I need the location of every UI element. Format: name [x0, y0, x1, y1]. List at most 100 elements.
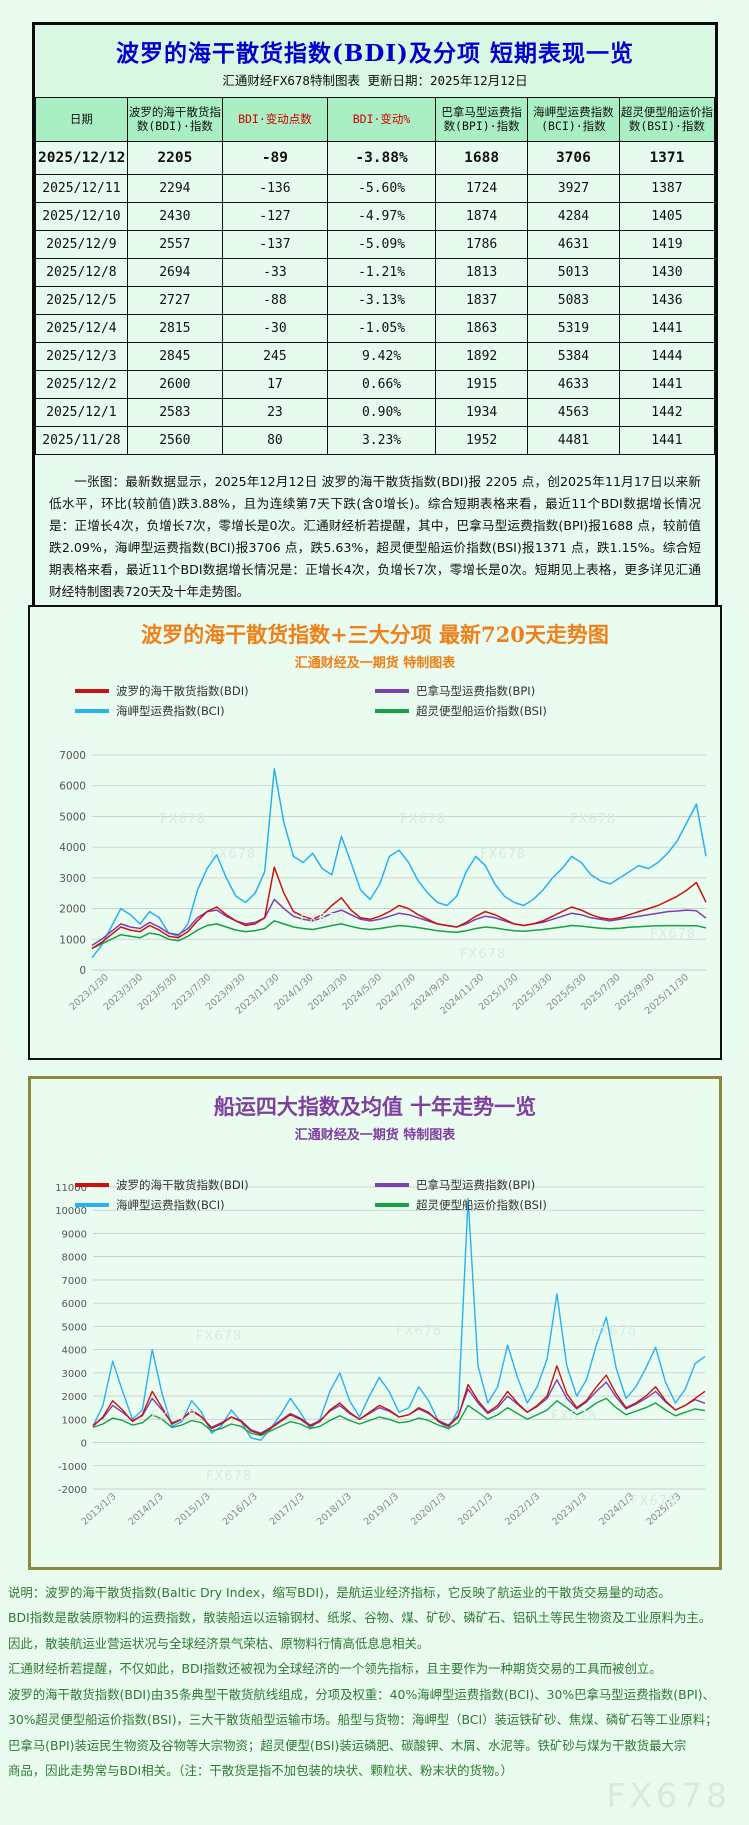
- svg-text:2023/1/3: 2023/1/3: [550, 1491, 589, 1528]
- cell-date: 2025/12/4: [35, 313, 128, 343]
- svg-text:2020/1/3: 2020/1/3: [409, 1491, 448, 1528]
- table-row: 2025/11/28 2560 80 3.23% 1952 4481 1441: [35, 425, 716, 455]
- legend-label-bsi: 超灵便型船运价指数(BSI): [416, 704, 547, 718]
- legend-label-bdi: 波罗的海干散货指数(BDI): [116, 684, 249, 698]
- cell-bpi: 1813: [435, 257, 528, 287]
- svg-text:3000: 3000: [59, 873, 86, 885]
- svg-text:2018/1/3: 2018/1/3: [315, 1491, 354, 1528]
- cell-percent: -4.97%: [326, 201, 437, 231]
- cell-bci: 4631: [527, 229, 620, 259]
- cell-bdi: 2430: [126, 201, 223, 231]
- cell-bdi: 2694: [126, 257, 223, 287]
- col-header-bpi: 巴拿马型运费指数(BPI)·指数: [435, 97, 528, 142]
- cell-bpi: 1892: [435, 341, 528, 371]
- legend-label-bpi: 巴拿马型运费指数(BPI): [416, 684, 536, 698]
- col-header-date: 日期: [35, 97, 128, 142]
- cell-change: -30: [221, 313, 328, 343]
- cell-bdi: 2560: [126, 425, 223, 455]
- svg-text:2015/1/3: 2015/1/3: [174, 1491, 213, 1528]
- chart2-plot: -2000 -1000 0 1000 2000 3000 4000 5000 6000 7000 8…: [55, 1183, 706, 1528]
- svg-text:0: 0: [79, 965, 86, 977]
- cell-date: 2025/12/3: [35, 341, 128, 371]
- table-row: 2025/12/8 2694 -33 -1.21% 1813 5013 1430: [35, 257, 716, 287]
- cell-bci: 3927: [527, 173, 620, 203]
- footer-line: BDI指数是散装原物料的运费指数，散装船运以运输钢材、纸浆、谷物、煤、矿砂、磷矿…: [8, 1610, 712, 1626]
- cell-bci: 5384: [527, 341, 620, 371]
- cell-bci: 4481: [527, 425, 620, 455]
- cell-percent: -5.09%: [326, 229, 437, 259]
- table-row: 2025/12/2 2600 17 0.66% 1915 4633 1441: [35, 369, 716, 399]
- legend-label-bsi: 超灵便型船运价指数(BSI): [416, 1198, 547, 1212]
- cell-percent: -5.60%: [326, 173, 437, 203]
- cell-date: 2025/12/11: [35, 173, 128, 203]
- cell-bpi: 1837: [435, 285, 528, 315]
- cell-bpi: 1863: [435, 313, 528, 343]
- svg-text:2016/1/3: 2016/1/3: [221, 1491, 260, 1528]
- cell-bsi: 1371: [618, 140, 716, 175]
- table-subtitle: 汇通财经FX678特制图表 更新日期：2025年12月12日: [35, 70, 715, 97]
- cell-bpi: 1952: [435, 425, 528, 455]
- cell-bsi: 1444: [618, 341, 716, 371]
- table-title: 波罗的海干散货指数(BDI)及分项 短期表现一览: [35, 25, 715, 70]
- cell-change: -89: [221, 140, 328, 175]
- table-row: 2025/12/9 2557 -137 -5.09% 1786 4631 141…: [35, 229, 716, 259]
- cell-bdi: 2583: [126, 397, 223, 427]
- cell-bsi: 1419: [618, 229, 716, 259]
- footer-line: 商品，因此走势常与BDI相关。（注：干散货是指不加包装的块状、颗粒状、粉末状的货…: [8, 1762, 513, 1778]
- svg-text:7000: 7000: [59, 750, 86, 762]
- cell-percent: -1.21%: [326, 257, 437, 287]
- table-header-row: 日期 波罗的海干散货指数(BDI)·指数 BDI·变动点数 BDI·变动% 巴拿…: [35, 97, 716, 142]
- cell-date: 2025/12/12: [35, 140, 128, 175]
- svg-text:2021/1/3: 2021/1/3: [456, 1491, 495, 1528]
- col-header-bci: 海岬型运费指数(BCI)·指数: [527, 97, 620, 142]
- cell-bdi: 2727: [126, 285, 223, 315]
- cell-date: 2025/12/10: [35, 201, 128, 231]
- cell-bsi: 1387: [618, 173, 716, 203]
- svg-text:2000: 2000: [59, 904, 86, 916]
- footer-line: 说明：波罗的海干散货指数(Baltic Dry Index，缩写BDI)，是航运…: [8, 1585, 671, 1600]
- cell-bsi: 1436: [618, 285, 716, 315]
- footer-line: 汇通财经析若提醒，不仅如此，BDI指数还被视为全球经济的一个领先指标，且主要作为…: [8, 1661, 662, 1677]
- footer-line: 因此，散装航运业营运状况与全球经济景气荣枯、原物料行情高低息息相关。: [8, 1635, 430, 1651]
- svg-text:0: 0: [81, 1439, 87, 1450]
- col-header-bsi: 超灵便型船运价指数(BSI)·指数: [618, 97, 716, 142]
- cell-bsi: 1405: [618, 201, 716, 231]
- svg-text:8000: 8000: [62, 1253, 87, 1264]
- legend-item-bci: 海岬型运费指数(BCI): [75, 703, 375, 719]
- cell-percent: 9.42%: [326, 341, 437, 371]
- svg-text:2019/1/3: 2019/1/3: [362, 1491, 401, 1528]
- cell-change: -88: [221, 285, 328, 315]
- table-row: 2025/12/4 2815 -30 -1.05% 1863 5319 1441: [35, 313, 716, 343]
- legend-label-bpi: 巴拿马型运费指数(BPI): [416, 1178, 536, 1192]
- cell-percent: 0.66%: [326, 369, 437, 399]
- cell-bci: 5083: [527, 285, 620, 315]
- svg-text:10000: 10000: [55, 1206, 87, 1217]
- legend-swatch-bdi: [75, 1183, 109, 1187]
- chart2-subtitle: 汇通财经及一期货 特制图表: [294, 1128, 456, 1143]
- legend-item-bpi: 巴拿马型运费指数(BPI): [375, 1177, 675, 1193]
- cell-percent: -3.13%: [326, 285, 437, 315]
- chart2-title: 船运四大指数及均值 十年走势一览: [213, 1094, 537, 1119]
- svg-text:2025/1/3: 2025/1/3: [644, 1491, 683, 1528]
- table-summary-text: 一张图：最新数据显示，2025年12月12日 波罗的海干散货指数(BDI)报 2…: [49, 473, 701, 599]
- cell-bci: 3706: [527, 140, 620, 175]
- chart1-legend: 波罗的海干散货指数(BDI) 巴拿马型运费指数(BPI) 海岬型运费指数(BCI…: [30, 681, 720, 721]
- legend-item-bci: 海岬型运费指数(BCI): [75, 1197, 375, 1213]
- cell-bsi: 1441: [618, 369, 716, 399]
- cell-change: -33: [221, 257, 328, 287]
- cell-percent: 3.23%: [326, 425, 437, 455]
- cell-bci: 5319: [527, 313, 620, 343]
- table-body: 2025/12/12 2205 -89 -3.88% 1688 3706 137…: [35, 140, 716, 455]
- bdi-table: 日期 波罗的海干散货指数(BDI)·指数 BDI·变动点数 BDI·变动% 巴拿…: [35, 97, 716, 455]
- svg-text:2013/1/3: 2013/1/3: [79, 1491, 118, 1528]
- cell-bpi: 1934: [435, 397, 528, 427]
- svg-text:6000: 6000: [62, 1299, 87, 1310]
- svg-text:1000: 1000: [59, 934, 86, 946]
- table-row: 2025/12/5 2727 -88 -3.13% 1837 5083 1436: [35, 285, 716, 315]
- cell-bpi: 1874: [435, 201, 528, 231]
- svg-text:5000: 5000: [62, 1322, 87, 1333]
- svg-text:2024/1/3: 2024/1/3: [597, 1491, 636, 1528]
- cell-bsi: 1441: [618, 425, 716, 455]
- cell-change: 17: [221, 369, 328, 399]
- cell-bsi: 1441: [618, 313, 716, 343]
